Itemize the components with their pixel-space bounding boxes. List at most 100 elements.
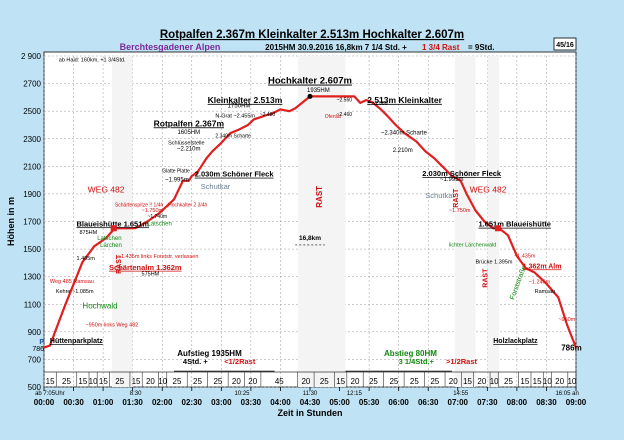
- x-tick-label-11: 05:30: [359, 398, 380, 407]
- x-tick-label-1: 00:30: [63, 398, 84, 407]
- annotation-45: 1.362m Alm: [523, 263, 562, 270]
- time-mark-1: 8:30: [130, 391, 142, 397]
- profile-point-0: [43, 346, 45, 349]
- peak-label-1: Kleinkalter 2.513m: [208, 95, 283, 105]
- x-tick-label-2: 01:00: [93, 398, 114, 407]
- profile-point-10: [158, 212, 161, 215]
- axes: 15 25 15 10 15 25 15 20 10 25 25 25 20 20 45 20 25 15 20 25…: [6, 52, 587, 418]
- segment-minutes-21: 25: [410, 377, 419, 386]
- annotation-58: RAST: [482, 268, 489, 288]
- segment-minutes-12: 20: [232, 377, 241, 386]
- rast-band-0: [111, 56, 133, 387]
- rast-band-3: [487, 56, 500, 387]
- annotation-14: ~1.435m links Forststr. verlassen: [118, 254, 199, 260]
- annotation-26: N-Grat ~2.455m: [215, 113, 255, 119]
- annotation-35: 2.210m: [393, 148, 413, 154]
- annotation-0: ab Haid: 160km, +1 3/4Std.: [59, 58, 126, 64]
- segment-minutes-30: 10: [543, 377, 552, 386]
- chart-title: Rotpalfen 2.367m Kleinkalter 2.513m Hoch…: [160, 29, 464, 41]
- annotation-13: Hüttenparkplatz: [50, 338, 103, 345]
- x-tick-label-9: 04:30: [300, 398, 321, 407]
- annotation-42: lichter Lärchenwald: [449, 242, 496, 248]
- annotation-15: Schärtenspitze !! 1/4h: [115, 202, 164, 208]
- profile-point-3: [81, 261, 84, 264]
- annotation-44: Brücke 1.395m: [476, 260, 513, 266]
- profile-point-42: [450, 175, 453, 177]
- y-tick-label-8: 2100: [23, 162, 41, 171]
- annotation-49: ~950m: [558, 317, 575, 323]
- annotation-61: <1/2Rast: [224, 357, 256, 366]
- annotation-56: RAST: [116, 254, 123, 274]
- y-axis-label: Höhen in m: [6, 197, 16, 246]
- segment-minutes-10: 25: [193, 377, 202, 386]
- annotation-29: 1935HM: [307, 88, 330, 94]
- annotation-60: 4Std. +: [183, 357, 208, 366]
- profile-point-53: [545, 282, 548, 285]
- segment-minutes-22: 25: [430, 377, 439, 386]
- profile-point-34: [380, 108, 382, 111]
- x-tick-label-13: 06:30: [418, 398, 439, 407]
- x-tick-label-10: 05:00: [329, 398, 350, 407]
- annotation-55: RAST: [315, 186, 324, 208]
- segment-minutes-28: 15: [520, 377, 529, 386]
- segment-minutes-27: 25: [504, 377, 513, 386]
- annotation-9: Schärtenalm 1.362m: [109, 263, 182, 272]
- region-label: Berchtesgadener Alpen: [120, 42, 221, 52]
- segment-minutes-25: 20: [477, 377, 486, 386]
- profile-point-2: [63, 305, 66, 308]
- profile-point-39: [424, 150, 427, 153]
- profile-point-9: [146, 220, 149, 223]
- annotation-43: ~1.435m: [514, 253, 536, 259]
- x-tick-label-16: 08:00: [507, 398, 528, 407]
- y-tick-label-7: 1900: [23, 190, 41, 199]
- rast-bands: [111, 56, 500, 387]
- profile-point-5: [105, 237, 107, 239]
- profile-point-49: [507, 234, 509, 237]
- profile-point-31: [359, 101, 362, 104]
- peak-label-0: Rotpalfen 2.367m: [154, 118, 225, 128]
- annotation-22: 2.030m Schöner Fleck: [195, 170, 275, 179]
- segment-minutes-14: 45: [275, 377, 284, 386]
- segment-minutes-4: 15: [99, 377, 108, 386]
- annotation-50: Holzlackplatz: [493, 338, 538, 345]
- profile-point-28: [294, 107, 297, 110]
- annotation-59: Aufstieg 1935HM: [177, 349, 242, 358]
- annotation-1: WEG 482: [88, 185, 125, 195]
- annotation-20: Glatte Platte: [162, 169, 190, 175]
- summit-marker: [307, 93, 313, 99]
- rast-band-2: [454, 56, 476, 387]
- annotation-3: 875HM: [79, 230, 97, 236]
- annotation-37: ~1.995m: [440, 177, 464, 183]
- segment-minutes-15: 20: [301, 377, 310, 386]
- profile-point-12: [182, 179, 184, 182]
- segment-minutes-13: 20: [248, 377, 257, 386]
- annotation-36: 2.030m Schöner Fleck: [422, 169, 502, 178]
- series: [43, 95, 578, 349]
- segment-minutes-2: 15: [78, 377, 87, 386]
- annotation-52: 786: [32, 346, 44, 353]
- x-tick-label-14: 07:00: [448, 398, 469, 407]
- annotation-12: ~950m links Weg 482: [85, 322, 138, 328]
- profile-point-56: [575, 346, 577, 349]
- x-tick-label-4: 02:00: [152, 398, 173, 407]
- profile-point-45: [474, 209, 477, 212]
- profile-point-13: [187, 179, 190, 182]
- annotation-7: Weg 485 Ramsau: [50, 279, 94, 285]
- profile-point-44: [465, 193, 468, 195]
- segment-minutes-3: 10: [89, 377, 98, 386]
- profile-point-37: [403, 132, 406, 135]
- x-tick-label-18: 09:00: [566, 398, 587, 407]
- annotation-53: P: [39, 339, 44, 346]
- segment-minutes-16: 25: [320, 377, 329, 386]
- annotation-16: ~1.750m: [142, 208, 164, 214]
- profile-point-20: [238, 128, 240, 131]
- peak-sub-1: 1750HM: [228, 104, 251, 110]
- time-mark-0: ab 7:05Uhr: [35, 391, 65, 397]
- profile-point-35: [385, 114, 388, 117]
- annotation-51: 786m: [561, 343, 581, 352]
- segment-minutes-20: 25: [389, 377, 398, 386]
- annotation-39: ~1.750m: [449, 208, 471, 214]
- annotation-25: ~2.210m: [177, 146, 201, 152]
